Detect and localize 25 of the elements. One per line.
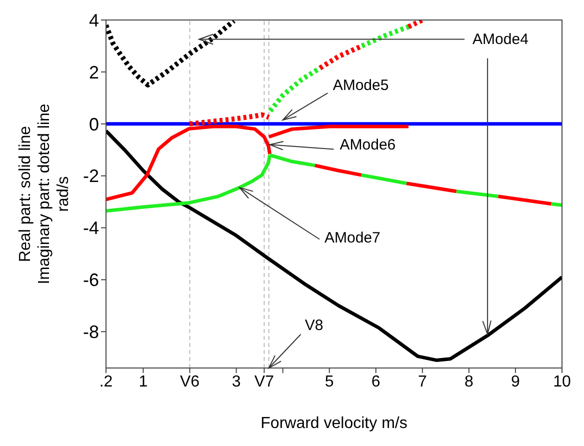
x-tick-label: 9 <box>511 373 520 390</box>
x-tick-label: .2 <box>99 373 113 390</box>
x-axis-title: Forward velocity m/s <box>260 415 408 432</box>
annotation: AMode6 <box>340 136 396 154</box>
y-tick-label: 4 <box>88 10 99 30</box>
x-tick-label: 7 <box>418 373 427 390</box>
y-tick-label: -6 <box>82 270 99 290</box>
x-tick-label: 8 <box>464 373 474 390</box>
x-tick-label: 6 <box>371 373 380 390</box>
annotation: V8 <box>304 317 324 334</box>
x-tick-label: 1 <box>138 373 148 390</box>
x-tick-label: 5 <box>324 373 334 390</box>
y-tick-label: -4 <box>82 218 99 238</box>
x-tick-label: 10 <box>553 373 571 390</box>
annotation: AMode5 <box>332 76 389 94</box>
x-tick-label: 3 <box>232 373 241 390</box>
y-axis-title: Real part: solid line Imaginary part: doted line rad/s <box>17 104 72 284</box>
y-tick-label: 2 <box>88 62 99 82</box>
y-tick-label: 0 <box>88 114 99 134</box>
y-tick-label: -2 <box>82 166 99 186</box>
annotation: AMode7 <box>324 230 380 247</box>
x-tick-label: V6 <box>180 373 200 390</box>
y-tick-label: -8 <box>82 322 99 342</box>
annotation: AMode4 <box>472 31 528 48</box>
x-tick-label: V7 <box>254 373 274 390</box>
